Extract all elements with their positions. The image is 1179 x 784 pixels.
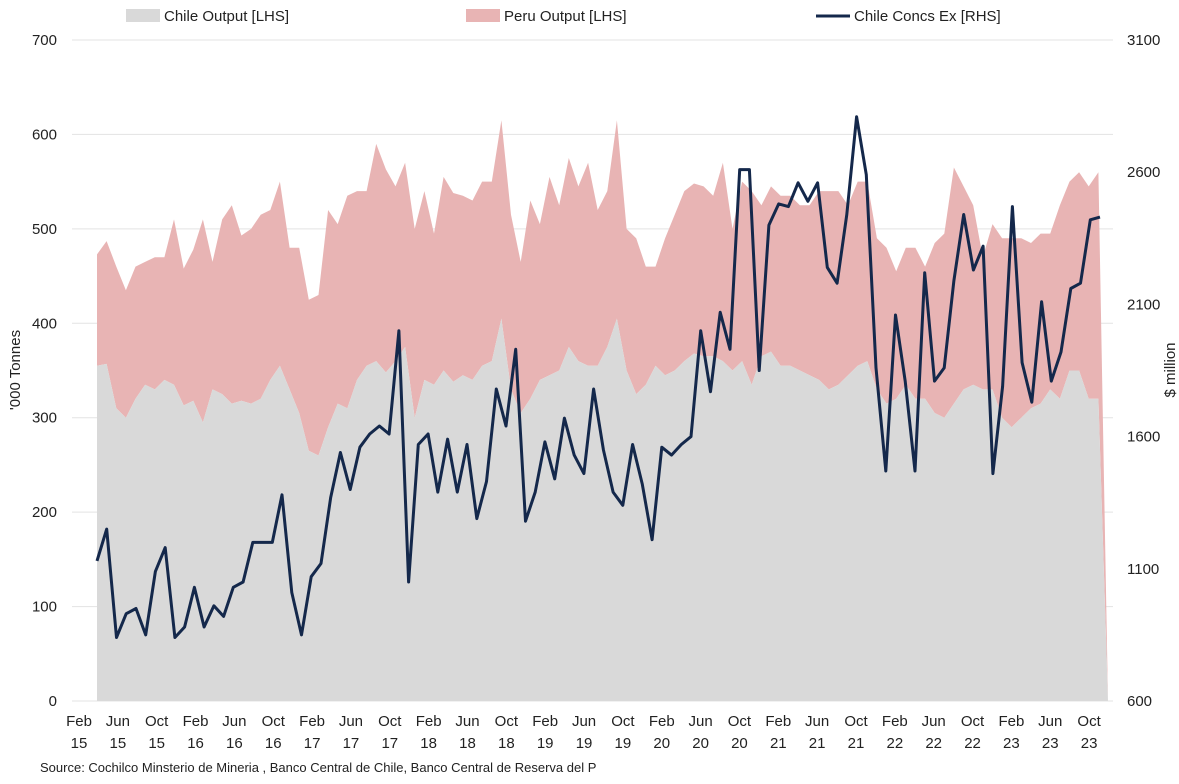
- x-tick-label: Feb: [649, 713, 675, 730]
- x-tick-label-year: 19: [615, 735, 632, 752]
- y-right-tick-label: 2100: [1127, 296, 1160, 313]
- y-right-tick-label: 1100: [1127, 561, 1159, 578]
- x-tick-label: Jun: [689, 713, 713, 730]
- x-tick-label: Oct: [961, 713, 985, 730]
- legend-chile-concs: Chile Concs Ex [RHS]: [816, 8, 1001, 25]
- y-left-tick-label: 400: [32, 315, 57, 332]
- peru-output-area: [97, 120, 1108, 702]
- x-tick-label: Oct: [1077, 713, 1101, 730]
- x-tick-label: Feb: [765, 713, 791, 730]
- chile-output-area: [97, 318, 1108, 701]
- x-tick-label: Feb: [532, 713, 558, 730]
- x-tick-label-year: 23: [1042, 735, 1059, 752]
- x-tick-label-year: 17: [343, 735, 360, 752]
- x-tick-label-year: 16: [187, 735, 204, 752]
- x-tick-label: Jun: [106, 713, 130, 730]
- x-tick-label: Jun: [922, 713, 946, 730]
- x-tick-label: Oct: [262, 713, 286, 730]
- x-tick-label-year: 22: [887, 735, 904, 752]
- x-tick-label-year: 21: [809, 735, 826, 752]
- y-left-tick-label: 200: [32, 504, 57, 521]
- y-left-tick-label: 700: [32, 32, 57, 49]
- x-tick-label-year: 20: [653, 735, 670, 752]
- x-tick-label-year: 23: [1003, 735, 1020, 752]
- x-tick-label-year: 20: [692, 735, 709, 752]
- x-tick-label: Jun: [339, 713, 363, 730]
- x-tick-label-year: 16: [265, 735, 282, 752]
- x-tick-label-year: 15: [148, 735, 165, 752]
- x-tick-label: Oct: [611, 713, 635, 730]
- x-tick-label: Feb: [183, 713, 209, 730]
- x-tick-label: Oct: [378, 713, 402, 730]
- legend-swatch: [466, 9, 500, 22]
- x-tick-label: Jun: [455, 713, 479, 730]
- x-tick-label: Feb: [299, 713, 325, 730]
- area-layer: [97, 120, 1108, 702]
- y-right-axis-title: $ million: [1162, 342, 1179, 397]
- legend-label: Chile Output [LHS]: [164, 8, 289, 25]
- y-left-tick-label: 600: [32, 126, 57, 143]
- x-tick-label-year: 18: [420, 735, 437, 752]
- chart-svg: 0 100 200 300 400 500 600 700 600 1100 1600 2100 260…: [7, 8, 1179, 752]
- y-left-tick-label: 300: [32, 410, 57, 427]
- x-tick-label: Feb: [416, 713, 442, 730]
- y-left-tick-label: 0: [49, 693, 57, 710]
- legend-chile-output: Chile Output [LHS]: [126, 8, 289, 25]
- legend-label: Peru Output [LHS]: [504, 8, 627, 25]
- x-tick-label: Oct: [728, 713, 752, 730]
- x-tick-label-year: 15: [110, 735, 127, 752]
- x-tick-label-year: 21: [848, 735, 865, 752]
- x-tick-label: Feb: [998, 713, 1024, 730]
- legend-swatch: [126, 9, 160, 22]
- source-note: Source: Cochilco Minsterio de Mineria , …: [40, 760, 597, 775]
- x-tick-label-year: 17: [381, 735, 398, 752]
- y-left-axis-title: '000 Tonnes: [7, 330, 24, 410]
- x-tick-label: Oct: [495, 713, 519, 730]
- x-tick-label-year: 19: [576, 735, 593, 752]
- y-left-tick-label: 500: [32, 221, 57, 238]
- x-tick-label: Oct: [844, 713, 868, 730]
- x-tick-label-year: 22: [964, 735, 981, 752]
- x-tick-label: Jun: [572, 713, 596, 730]
- x-tick-label: Oct: [145, 713, 169, 730]
- y-right-tick-label: 2600: [1127, 164, 1160, 181]
- x-tick-label-year: 21: [770, 735, 787, 752]
- x-tick-label-year: 20: [731, 735, 748, 752]
- x-tick-label: Jun: [1038, 713, 1062, 730]
- y-left-tick-label: 100: [32, 599, 57, 616]
- legend: Chile Output [LHS] Peru Output [LHS] Chile…: [126, 8, 1001, 25]
- x-tick-label-year: 19: [537, 735, 554, 752]
- x-tick-label: Jun: [805, 713, 829, 730]
- x-tick-label-year: 17: [304, 735, 321, 752]
- y-right-tick-label: 3100: [1127, 32, 1160, 49]
- x-tick-label-year: 22: [925, 735, 942, 752]
- x-tick-label-year: 18: [459, 735, 476, 752]
- y-right-tick-label: 600: [1127, 693, 1152, 710]
- line-layer: [95, 115, 1101, 639]
- legend-peru-output: Peru Output [LHS]: [466, 8, 627, 25]
- x-tick-label-year: 16: [226, 735, 243, 752]
- x-tick-label-year: 15: [71, 735, 88, 752]
- chile-concs-line: [95, 115, 1101, 639]
- y-right-tick-label: 1600: [1127, 429, 1160, 446]
- x-tick-label: Feb: [882, 713, 908, 730]
- x-tick-label-year: 23: [1081, 735, 1098, 752]
- legend-label: Chile Concs Ex [RHS]: [854, 8, 1001, 25]
- x-tick-label-year: 18: [498, 735, 515, 752]
- tick-labels: 0 100 200 300 400 500 600 700 600 1100 1600 2100 260…: [32, 32, 1160, 752]
- x-tick-label: Jun: [222, 713, 246, 730]
- x-tick-label: Feb: [66, 713, 92, 730]
